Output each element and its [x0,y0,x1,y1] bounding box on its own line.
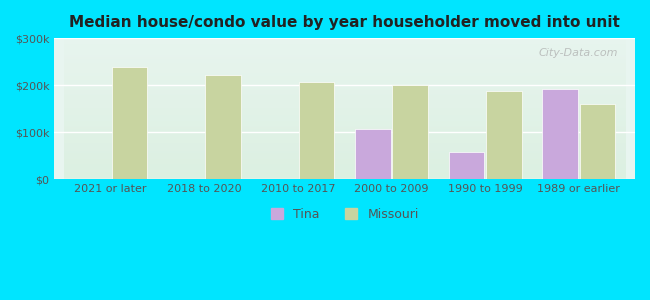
Legend: Tina, Missouri: Tina, Missouri [265,201,425,227]
Title: Median house/condo value by year householder moved into unit: Median house/condo value by year househo… [70,15,620,30]
Bar [448,152,484,179]
Bar [355,129,391,179]
Bar [486,92,522,179]
Bar [205,75,240,179]
Bar [580,103,616,179]
Bar [112,67,147,179]
Bar [542,89,578,179]
Bar [393,85,428,179]
Bar [299,82,335,179]
Text: City-Data.com: City-Data.com [538,48,617,58]
